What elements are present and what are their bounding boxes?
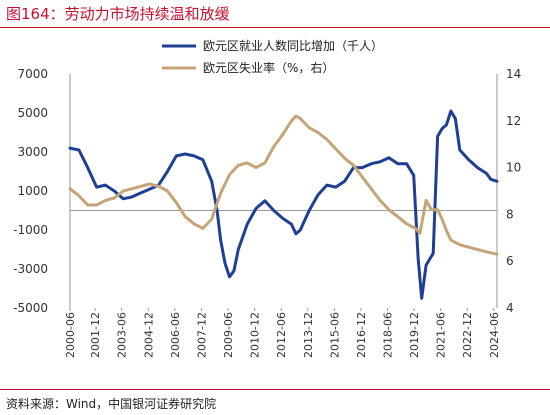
source-note: 资料来源：Wind，中国银河证券研究院 — [6, 397, 217, 411]
x-tick-label-1: 2001-12 — [89, 312, 102, 358]
right-tick-label-0: 14 — [506, 67, 521, 81]
left-tick-label-0: 7000 — [17, 67, 48, 81]
x-tick-label-9: 2013-12 — [302, 312, 315, 358]
right-tick-label-2: 10 — [506, 161, 521, 175]
x-tick-label-2: 2003-06 — [116, 312, 129, 358]
x-tick-label-14: 2021-06 — [435, 312, 448, 358]
left-tick-label-3: 1000 — [17, 184, 48, 198]
chart-title: 图164：劳动力市场持续温和放缓 — [6, 5, 230, 23]
x-tick-label-7: 2010-12 — [249, 312, 262, 358]
x-tick-label-15: 2022-12 — [461, 312, 474, 358]
x-tick-label-5: 2007-12 — [195, 312, 208, 358]
series-line-1 — [68, 114, 499, 256]
x-tick-label-6: 2009-06 — [222, 312, 235, 358]
left-tick-label-5: -3000 — [13, 262, 48, 276]
right-tick-label-4: 6 — [506, 254, 514, 268]
x-tick-label-8: 2012-06 — [275, 312, 288, 358]
right-tick-label-1: 12 — [506, 114, 521, 128]
x-tick-label-16: 2024-06 — [488, 312, 501, 358]
x-tick-label-10: 2015-06 — [328, 312, 341, 358]
x-tick-label-11: 2016-12 — [355, 312, 368, 358]
legend-label-1: 欧元区失业率（%，右） — [203, 60, 334, 75]
x-tick-label-12: 2018-06 — [382, 312, 395, 358]
chart-area: 7000 5000 3000 1000 -1000 -3000 -5000 14 12 10 8 6 4… — [13, 38, 521, 358]
right-tick-label-3: 8 — [506, 207, 514, 221]
left-tick-label-6: -5000 — [13, 301, 48, 315]
legend-label-0: 欧元区就业人数同比增加（千人） — [203, 38, 383, 53]
series-line-0 — [68, 109, 499, 300]
x-tick-label-0: 2000-06 — [64, 312, 77, 358]
x-tick-label-13: 2019-12 — [408, 312, 421, 358]
title-divider — [0, 27, 550, 28]
left-tick-label-4: -1000 — [13, 223, 48, 237]
right-tick-label-5: 4 — [506, 301, 514, 315]
left-tick-label-1: 5000 — [17, 106, 48, 120]
left-tick-label-2: 3000 — [17, 145, 48, 159]
footer-divider — [0, 389, 550, 390]
x-tick-label-3: 2004-12 — [142, 312, 155, 358]
x-tick-label-4: 2006-06 — [169, 312, 182, 358]
